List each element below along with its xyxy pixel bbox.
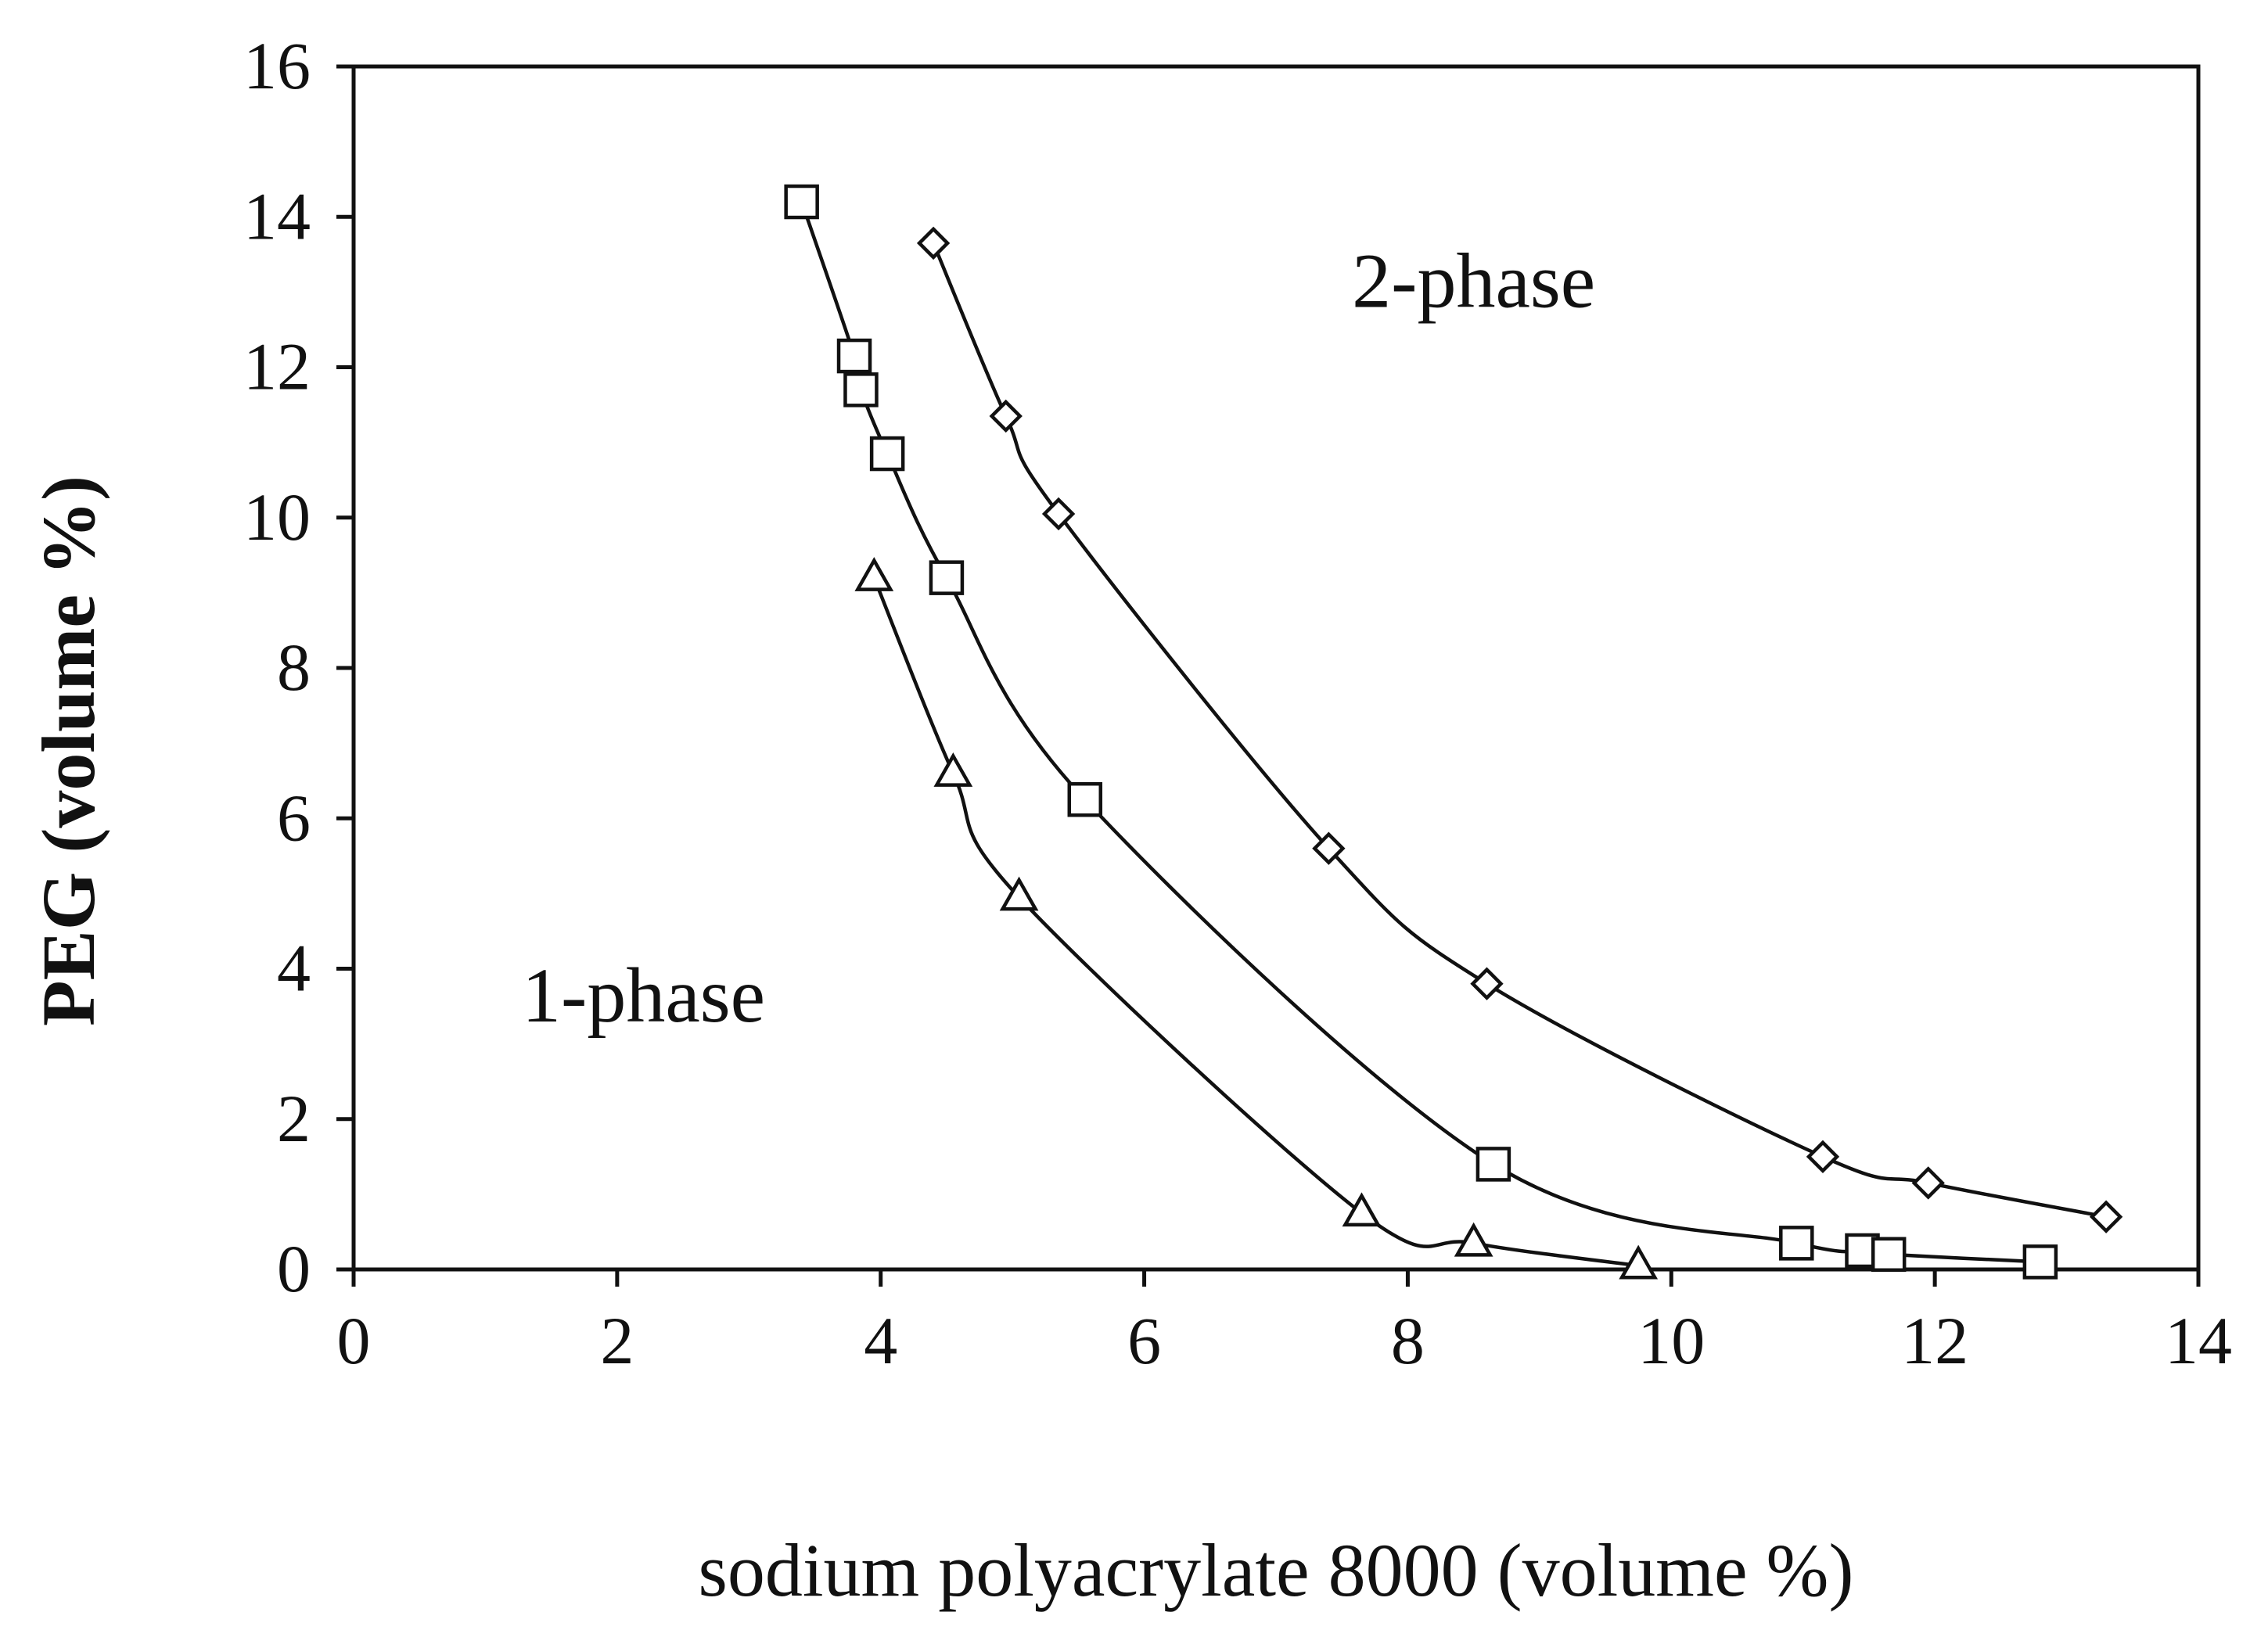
x-tick-label: 0: [337, 1303, 371, 1378]
axis-ticks: 0 2 4 6 8 10 12 14 0 2 4 6 8 10 12 14 16: [243, 28, 2232, 1378]
data-point-diamond: [1312, 831, 1346, 865]
data-point-diamond: [1470, 967, 1504, 1000]
data-point-square: [869, 436, 905, 472]
plot-frame: [351, 64, 2201, 1272]
series-line-triangle: [872, 576, 1639, 1268]
data-point-square: [1475, 1147, 1511, 1182]
y-tick-label: 10: [243, 479, 311, 555]
x-tick-label: 12: [1901, 1303, 1968, 1378]
data-point-triangle: [933, 752, 973, 787]
data-point-square: [1067, 781, 1103, 817]
data-point-triangle: [1619, 1244, 1659, 1280]
y-tick-label: 12: [243, 329, 311, 404]
data-point-square: [1779, 1226, 1814, 1261]
region-label: 2-phase: [1352, 238, 1595, 325]
data-point-diamond: [1806, 1140, 1840, 1173]
data-point-diamond: [989, 399, 1023, 433]
data-point-triangle: [1454, 1222, 1493, 1257]
x-tick-label: 14: [2165, 1303, 2232, 1378]
data-point-square: [1871, 1237, 1907, 1273]
data-point-triangle: [1342, 1192, 1382, 1227]
y-tick-label: 8: [277, 630, 311, 705]
series-line-diamond: [932, 242, 2107, 1219]
data-point-square: [929, 560, 965, 595]
y-tick-label: 0: [277, 1231, 311, 1306]
y-axis-title: PEG (volume %): [27, 476, 110, 1026]
y-tick-label: 14: [243, 178, 311, 253]
data-point-square: [2022, 1244, 2058, 1280]
x-tick-label: 2: [600, 1303, 634, 1378]
x-tick-label: 4: [864, 1303, 897, 1378]
x-tick-label: 6: [1127, 1303, 1161, 1378]
region-label: 1-phase: [522, 952, 765, 1039]
y-tick-label: 2: [277, 1081, 311, 1156]
data-point-diamond: [1041, 497, 1076, 531]
x-tick-label: 10: [1637, 1303, 1705, 1378]
data-point-square: [836, 338, 872, 374]
annotation-layer: 2-phase 1-phase: [522, 238, 1595, 1039]
y-tick-label: 16: [243, 28, 311, 103]
data-point-triangle: [999, 876, 1039, 911]
data-point-triangle: [854, 557, 894, 591]
y-tick-label: 4: [277, 931, 311, 1006]
x-tick-label: 8: [1391, 1303, 1425, 1378]
data-point-square: [784, 184, 819, 220]
data-point-square: [843, 372, 879, 408]
data-point-diamond: [2089, 1200, 2123, 1233]
data-point-diamond: [916, 226, 951, 260]
series-layer: [784, 184, 2123, 1280]
series-line-square: [800, 201, 2041, 1264]
data-point-diamond: [1911, 1166, 1945, 1200]
y-tick-label: 6: [277, 780, 311, 855]
x-axis-title: sodium polyacrylate 8000 (volume %): [699, 1528, 1854, 1612]
